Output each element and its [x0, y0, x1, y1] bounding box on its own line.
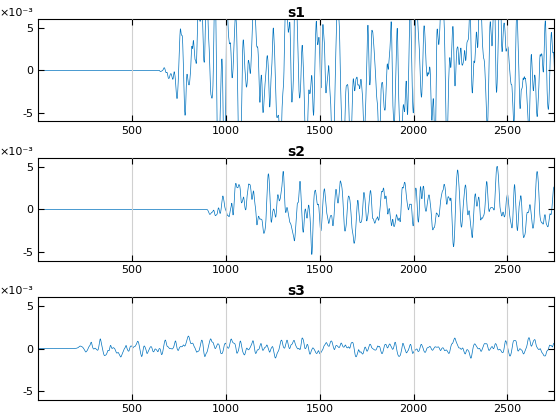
Text: ×10⁻³: ×10⁻³ [0, 286, 33, 297]
Text: ×10⁻³: ×10⁻³ [0, 147, 33, 158]
Text: ×10⁻³: ×10⁻³ [0, 8, 33, 18]
Title: s2: s2 [287, 144, 305, 159]
Title: s1: s1 [287, 5, 305, 20]
Title: s3: s3 [287, 284, 305, 298]
